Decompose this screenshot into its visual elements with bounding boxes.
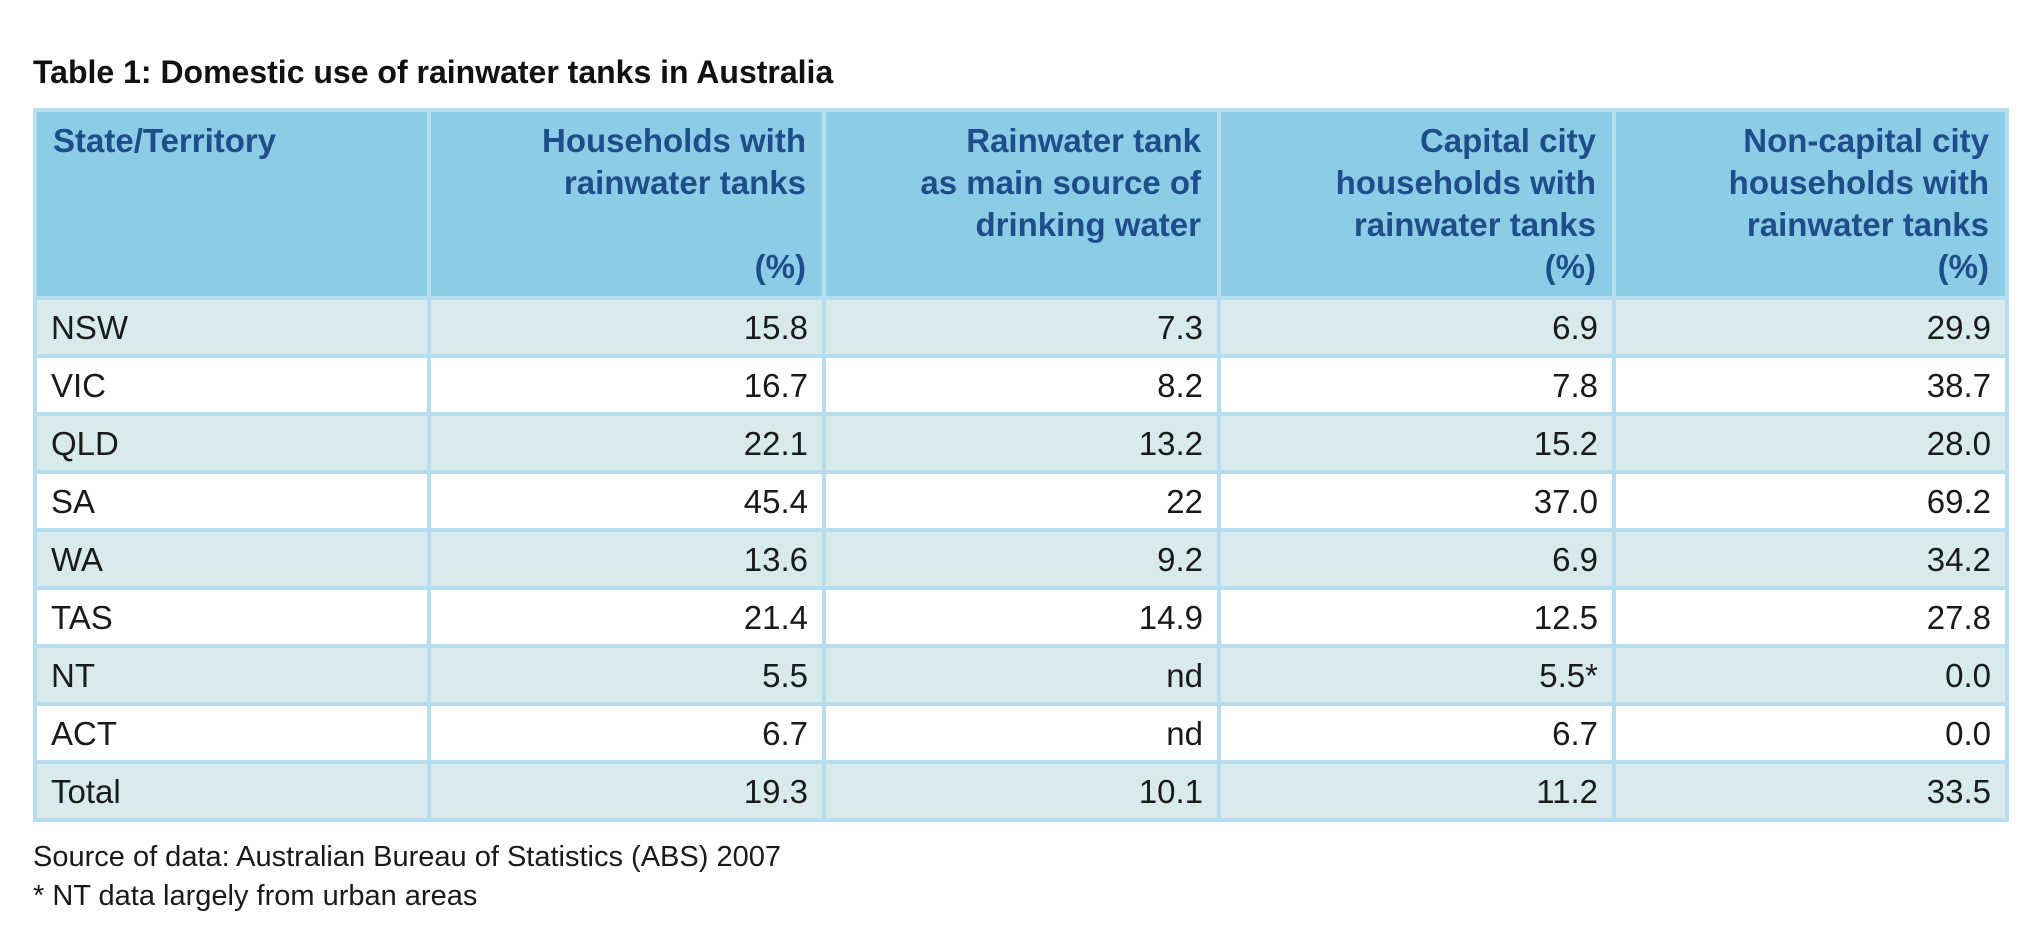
- table-title: Table 1: Domestic use of rainwater tanks…: [33, 54, 834, 90]
- header-households: Households with rainwater tanks (%): [427, 108, 826, 300]
- header-households-unit: (%): [754, 248, 806, 285]
- rainwater-table: State/Territory Households with rainwate…: [33, 108, 2009, 822]
- table-notes: Source of data: Australian Bureau of Sta…: [33, 838, 2005, 916]
- cell-capital: 6.9: [1217, 528, 1616, 590]
- cell-households: 22.1: [427, 412, 826, 474]
- table-document: Table 1: Domestic use of rainwater tanks…: [33, 52, 2009, 916]
- source-note: Source of data: Australian Bureau of Sta…: [33, 841, 781, 873]
- cell-main-source: 14.9: [822, 586, 1221, 648]
- header-non-capital-line: rainwater tanks: [1746, 206, 1989, 243]
- cell-main-source: 7.3: [822, 296, 1221, 358]
- cell-non-capital: 34.2: [1612, 528, 2009, 590]
- header-non-capital-line: Non-capital city: [1743, 122, 1989, 159]
- cell-main-source: nd: [822, 702, 1221, 764]
- cell-households: 21.4: [427, 586, 826, 648]
- header-main-source-line: Rainwater tank: [966, 122, 1201, 159]
- cell-households: 16.7: [427, 354, 826, 416]
- cell-capital: 7.8: [1217, 354, 1616, 416]
- cell-main-source: nd: [822, 644, 1221, 706]
- cell-non-capital: 69.2: [1612, 470, 2009, 532]
- table-row: QLD 22.1 13.2 15.2 28.0: [33, 412, 2009, 474]
- cell-state: NT: [33, 644, 431, 706]
- header-spacer: [447, 204, 806, 246]
- header-main-source-line: drinking water: [975, 206, 1201, 243]
- table-row: SA 45.4 22 37.0 69.2: [33, 470, 2009, 532]
- cell-households: 5.5: [427, 644, 826, 706]
- cell-non-capital: 28.0: [1612, 412, 2009, 474]
- header-non-capital-line: households with: [1728, 164, 1989, 201]
- table-row: TAS 21.4 14.9 12.5 27.8: [33, 586, 2009, 648]
- cell-households: 15.8: [427, 296, 826, 358]
- cell-state: SA: [33, 470, 431, 532]
- cell-capital: 6.7: [1217, 702, 1616, 764]
- cell-non-capital: 33.5: [1612, 760, 2009, 822]
- cell-state: QLD: [33, 412, 431, 474]
- cell-state: WA: [33, 528, 431, 590]
- cell-non-capital: 29.9: [1612, 296, 2009, 358]
- table-row: VIC 16.7 8.2 7.8 38.7: [33, 354, 2009, 416]
- table-row-total: Total 19.3 10.1 11.2 33.5: [33, 760, 2009, 822]
- cell-non-capital: 0.0: [1612, 644, 2009, 706]
- header-households-line: Households with: [542, 122, 806, 159]
- cell-households: 19.3: [427, 760, 826, 822]
- header-capital: Capital city households with rainwater t…: [1217, 108, 1616, 300]
- cell-capital: 6.9: [1217, 296, 1616, 358]
- cell-capital: 11.2: [1217, 760, 1616, 822]
- cell-non-capital: 27.8: [1612, 586, 2009, 648]
- cell-capital: 5.5*: [1217, 644, 1616, 706]
- footnote: * NT data largely from urban areas: [33, 880, 478, 912]
- table-row: NSW 15.8 7.3 6.9 29.9: [33, 296, 2009, 358]
- cell-non-capital: 0.0: [1612, 702, 2009, 764]
- header-capital-line: households with: [1335, 164, 1596, 201]
- cell-state: VIC: [33, 354, 431, 416]
- cell-households: 13.6: [427, 528, 826, 590]
- cell-main-source: 13.2: [822, 412, 1221, 474]
- table-row: NT 5.5 nd 5.5* 0.0: [33, 644, 2009, 706]
- header-capital-line: Capital city: [1419, 122, 1596, 159]
- cell-state: TAS: [33, 586, 431, 648]
- header-capital-unit: (%): [1544, 248, 1596, 285]
- cell-main-source: 9.2: [822, 528, 1221, 590]
- header-households-line: rainwater tanks: [563, 164, 806, 201]
- cell-households: 45.4: [427, 470, 826, 532]
- cell-capital: 15.2: [1217, 412, 1616, 474]
- cell-state: ACT: [33, 702, 431, 764]
- header-state: State/Territory: [33, 108, 431, 300]
- cell-capital: 37.0: [1217, 470, 1616, 532]
- cell-main-source: 8.2: [822, 354, 1221, 416]
- cell-households: 6.7: [427, 702, 826, 764]
- table-row: WA 13.6 9.2 6.9 34.2: [33, 528, 2009, 590]
- cell-non-capital: 38.7: [1612, 354, 2009, 416]
- header-capital-line: rainwater tanks: [1353, 206, 1596, 243]
- header-spacer: [842, 246, 1201, 288]
- header-non-capital-unit: (%): [1937, 248, 1989, 285]
- table-header-row: State/Territory Households with rainwate…: [33, 108, 2009, 300]
- header-main-source: Rainwater tank as main source of drinkin…: [822, 108, 1221, 300]
- cell-state: NSW: [33, 296, 431, 358]
- table-row: ACT 6.7 nd 6.7 0.0: [33, 702, 2009, 764]
- cell-state: Total: [33, 760, 431, 822]
- cell-main-source: 10.1: [822, 760, 1221, 822]
- cell-capital: 12.5: [1217, 586, 1616, 648]
- cell-main-source: 22: [822, 470, 1221, 532]
- header-main-source-line: as main source of: [920, 164, 1201, 201]
- header-non-capital: Non-capital city households with rainwat…: [1612, 108, 2009, 300]
